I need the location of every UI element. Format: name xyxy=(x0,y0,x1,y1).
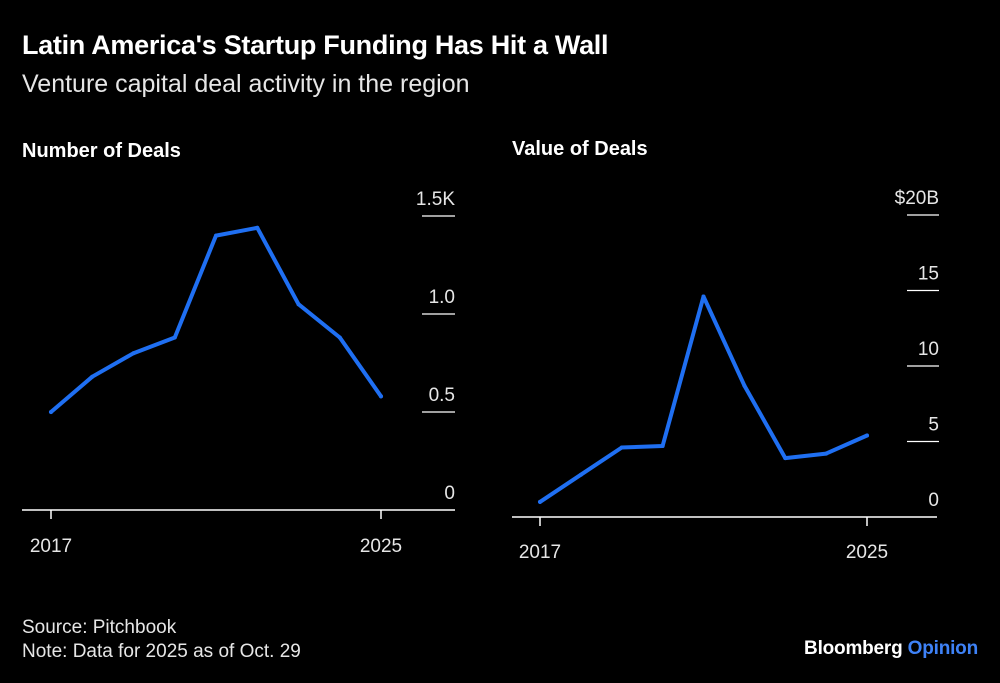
number-of-deals-chart: Number of Deals 0 0.5 1.0 1.5K 2017 2025 xyxy=(22,140,455,557)
y-tick-label: 5 xyxy=(928,415,939,436)
data-point xyxy=(90,374,95,379)
panel-title: Value of Deals xyxy=(512,138,648,160)
data-point xyxy=(337,335,342,340)
x-tick-label: 2025 xyxy=(846,542,888,563)
data-point xyxy=(742,383,747,388)
chart-subtitle: Venture capital deal activity in the reg… xyxy=(22,70,470,98)
series-line xyxy=(49,225,383,414)
x-tick-label: 2017 xyxy=(30,536,72,557)
y-tick-label: 15 xyxy=(918,264,939,285)
value-of-deals-chart: Value of Deals 0 5 10 15 $20B 2017 2025 xyxy=(512,138,939,563)
data-point xyxy=(660,444,665,449)
data-point xyxy=(255,225,260,230)
data-point xyxy=(701,294,706,299)
data-point xyxy=(538,499,542,504)
x-tick-label: 2025 xyxy=(360,536,402,557)
data-point xyxy=(172,335,177,340)
y-tick-label: 1.0 xyxy=(429,287,455,308)
source-note: Source: Pitchbook xyxy=(22,617,177,638)
data-point xyxy=(296,302,301,307)
data-point xyxy=(619,445,624,450)
data-point xyxy=(824,451,829,456)
series-line xyxy=(538,294,869,504)
brand-suffix: Opinion xyxy=(907,638,979,659)
data-note: Note: Data for 2025 as of Oct. 29 xyxy=(22,641,301,662)
data-point xyxy=(783,456,788,461)
data-point xyxy=(865,433,869,438)
x-tick-label: 2017 xyxy=(519,542,561,563)
data-point xyxy=(214,233,218,238)
y-tick-label: 1.5K xyxy=(416,189,455,210)
data-point xyxy=(379,394,383,399)
y-tick-label: 10 xyxy=(918,339,939,360)
data-point xyxy=(49,410,53,414)
data-point xyxy=(131,351,136,356)
y-tick-label: 0.5 xyxy=(429,385,455,406)
y-tick-label: $20B xyxy=(895,188,939,209)
brand-name: Bloomberg xyxy=(804,638,903,659)
bloomberg-opinion-logo: Bloomberg Opinion xyxy=(804,638,978,660)
y-tick-label: 0 xyxy=(928,490,939,511)
panel-title: Number of Deals xyxy=(22,140,181,162)
chart-title: Latin America's Startup Funding Has Hit … xyxy=(22,30,609,60)
y-tick-label: 0 xyxy=(444,483,455,504)
data-point xyxy=(578,472,583,477)
